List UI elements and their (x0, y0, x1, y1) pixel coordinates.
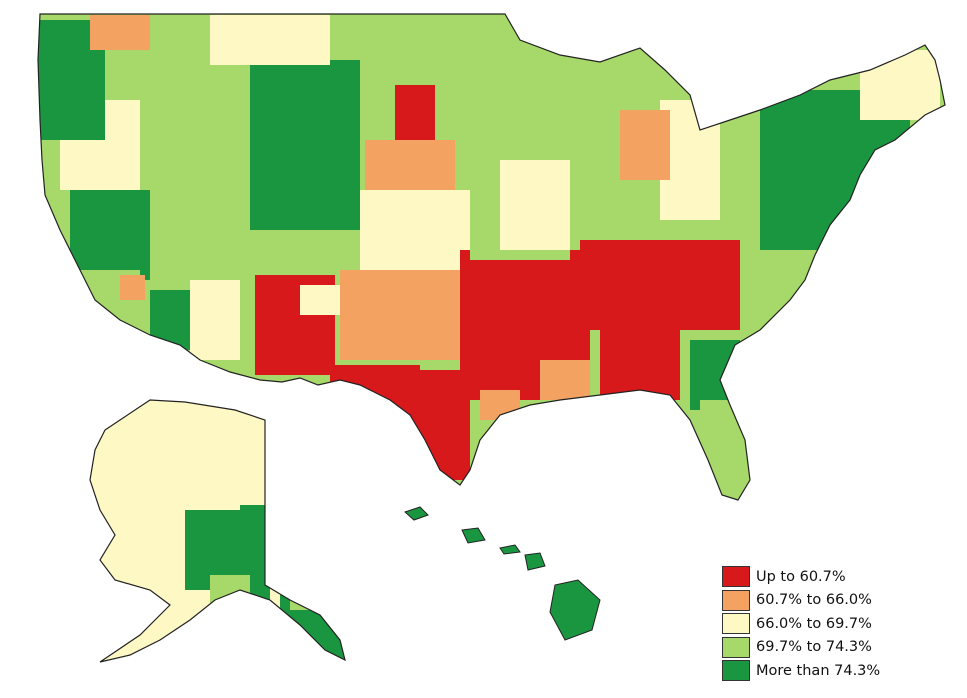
legend-label: 66.0% to 69.7% (756, 615, 872, 632)
legend-label: 69.7% to 74.3% (756, 639, 872, 656)
legend-swatch (722, 660, 750, 682)
legend-label: Up to 60.7% (756, 568, 846, 585)
legend-swatch (722, 613, 750, 635)
legend-item: 60.7% to 66.0% (722, 589, 922, 613)
legend-item: 69.7% to 74.3% (722, 636, 922, 660)
legend-item: Up to 60.7% (722, 565, 922, 589)
hawaii (404, 506, 601, 641)
alaska (89, 399, 346, 663)
legend-swatch (722, 636, 750, 658)
map-legend: Up to 60.7% 60.7% to 66.0% 66.0% to 69.7… (722, 565, 922, 683)
legend-swatch (722, 589, 750, 611)
legend-label: More than 74.3% (756, 662, 881, 679)
legend-swatch (722, 566, 750, 588)
legend-item: More than 74.3% (722, 659, 922, 683)
legend-item: 66.0% to 69.7% (722, 612, 922, 636)
legend-label: 60.7% to 66.0% (756, 592, 872, 609)
